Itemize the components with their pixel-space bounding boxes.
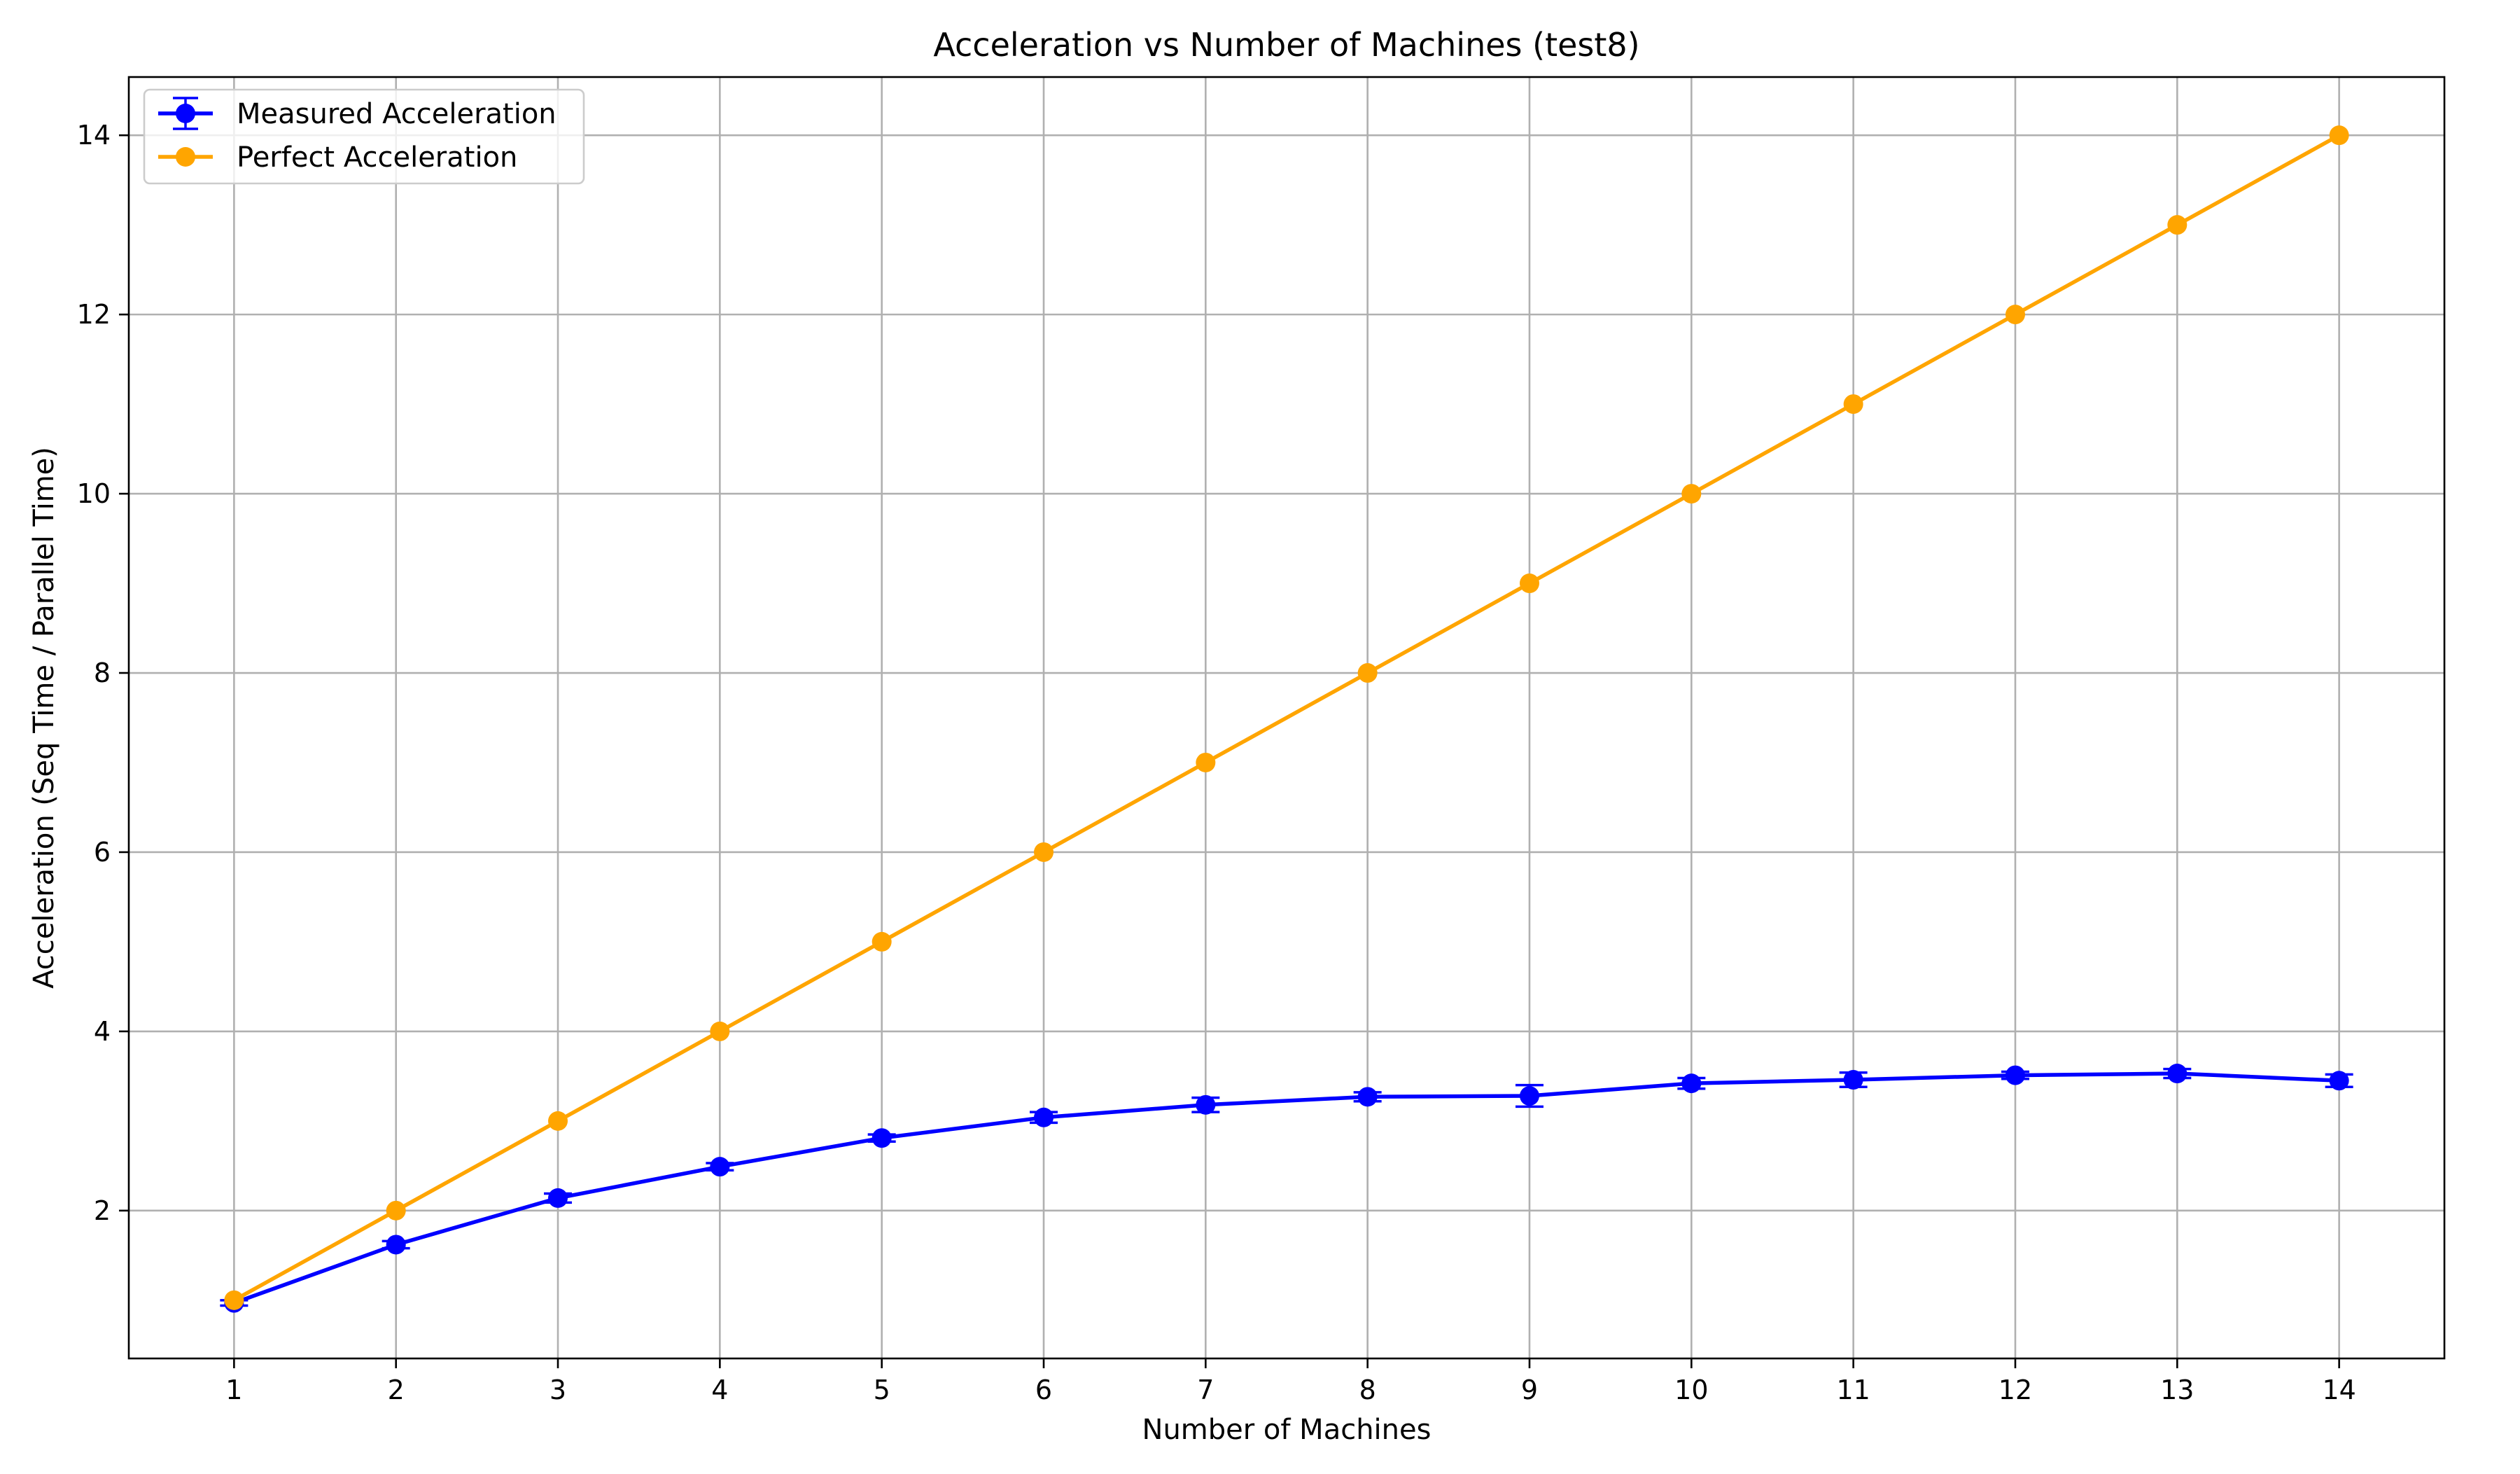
y-tick-label-8: 8 (94, 658, 111, 688)
measured-acceleration-point-12 (2005, 1065, 2025, 1085)
perfect-acceleration-point-6 (1034, 842, 1054, 862)
perfect-acceleration-point-11 (1843, 394, 1863, 415)
perfect-acceleration-point-14 (2329, 125, 2349, 146)
legend-item-measured-acceleration: Measured Acceleration (158, 97, 556, 130)
perfect-acceleration-point-8 (1357, 663, 1378, 683)
series-perfect-acceleration (224, 125, 2349, 1310)
x-tick-label-2: 2 (388, 1375, 405, 1405)
perfect-acceleration-point-1 (224, 1290, 244, 1310)
measured-acceleration-point-5 (872, 1128, 892, 1148)
legend-label-measured-acceleration: Measured Acceleration (237, 98, 556, 130)
y-axis-label: Acceleration (Seq Time / Parallel Time) (28, 447, 60, 989)
measured-acceleration-point-13 (2167, 1064, 2188, 1084)
x-tick-label-13: 13 (2160, 1375, 2194, 1405)
x-tick-label-10: 10 (1674, 1375, 1708, 1405)
y-tick-label-12: 12 (77, 299, 111, 330)
measured-acceleration-line (233, 1071, 2339, 1305)
legend-swatch-marker-measured-acceleration (176, 104, 195, 123)
y-tick-label-14: 14 (77, 120, 111, 151)
perfect-acceleration-point-13 (2167, 215, 2188, 235)
perfect-acceleration-point-9 (1519, 573, 1539, 594)
perfect-acceleration-point-10 (1681, 484, 1702, 504)
x-tick-label-4: 4 (711, 1375, 728, 1405)
x-tick-label-14: 14 (2322, 1375, 2356, 1405)
y-tick-label-2: 2 (94, 1195, 111, 1226)
legend-items: Measured Acceleration Perfect Acceleratio… (158, 97, 556, 174)
x-axis-label: Number of Machines (1142, 1414, 1432, 1446)
grid (129, 77, 2444, 1358)
legend-swatch-marker-perfect-acceleration (176, 147, 195, 167)
measured-acceleration-point-11 (1843, 1070, 1863, 1090)
chart-title: Acceleration vs Number of Machines (test… (933, 26, 1639, 64)
perfect-acceleration-point-3 (548, 1111, 568, 1131)
measured-acceleration-point-4 (710, 1157, 730, 1177)
series-measured-acceleration (220, 1064, 2353, 1313)
plot-frame (127, 76, 2446, 1360)
measured-acceleration-point-10 (1681, 1073, 1702, 1094)
legend-label-perfect-acceleration: Perfect Acceleration (237, 141, 517, 174)
x-tick-label-9: 9 (1521, 1375, 1538, 1405)
measured-acceleration-point-9 (1519, 1086, 1539, 1106)
x-tick-label-3: 3 (550, 1375, 566, 1405)
x-tick-label-1: 1 (225, 1375, 242, 1405)
perfect-acceleration-point-7 (1196, 752, 1216, 772)
x-tick-label-11: 11 (1836, 1375, 1870, 1405)
measured-acceleration-point-2 (386, 1235, 406, 1255)
legend-frame (143, 88, 585, 185)
x-tick-label-6: 6 (1035, 1375, 1052, 1405)
measured-acceleration-point-7 (1196, 1094, 1216, 1115)
y-tick-label-10: 10 (77, 478, 111, 509)
x-tick-label-7: 7 (1197, 1375, 1214, 1405)
y-tick-label-6: 6 (94, 837, 111, 868)
x-tick-label-8: 8 (1359, 1375, 1376, 1405)
x-tick-label-5: 5 (874, 1375, 890, 1405)
perfect-acceleration-line (233, 133, 2340, 1302)
measured-acceleration-point-3 (548, 1188, 568, 1208)
y-tick-label-4: 4 (94, 1016, 111, 1047)
measured-acceleration-point-8 (1357, 1087, 1378, 1107)
measured-acceleration-point-6 (1034, 1107, 1054, 1127)
perfect-acceleration-point-4 (710, 1021, 730, 1041)
perfect-acceleration-point-5 (872, 931, 892, 952)
x-tick-label-12: 12 (1998, 1375, 2032, 1405)
series-layer (220, 125, 2353, 1313)
measured-acceleration-point-14 (2329, 1071, 2349, 1091)
legend: Measured Acceleration Perfect Acceleratio… (143, 88, 585, 185)
legend-item-perfect-acceleration: Perfect Acceleration (158, 141, 517, 174)
perfect-acceleration-point-12 (2005, 305, 2025, 325)
perfect-acceleration-point-2 (386, 1200, 406, 1221)
